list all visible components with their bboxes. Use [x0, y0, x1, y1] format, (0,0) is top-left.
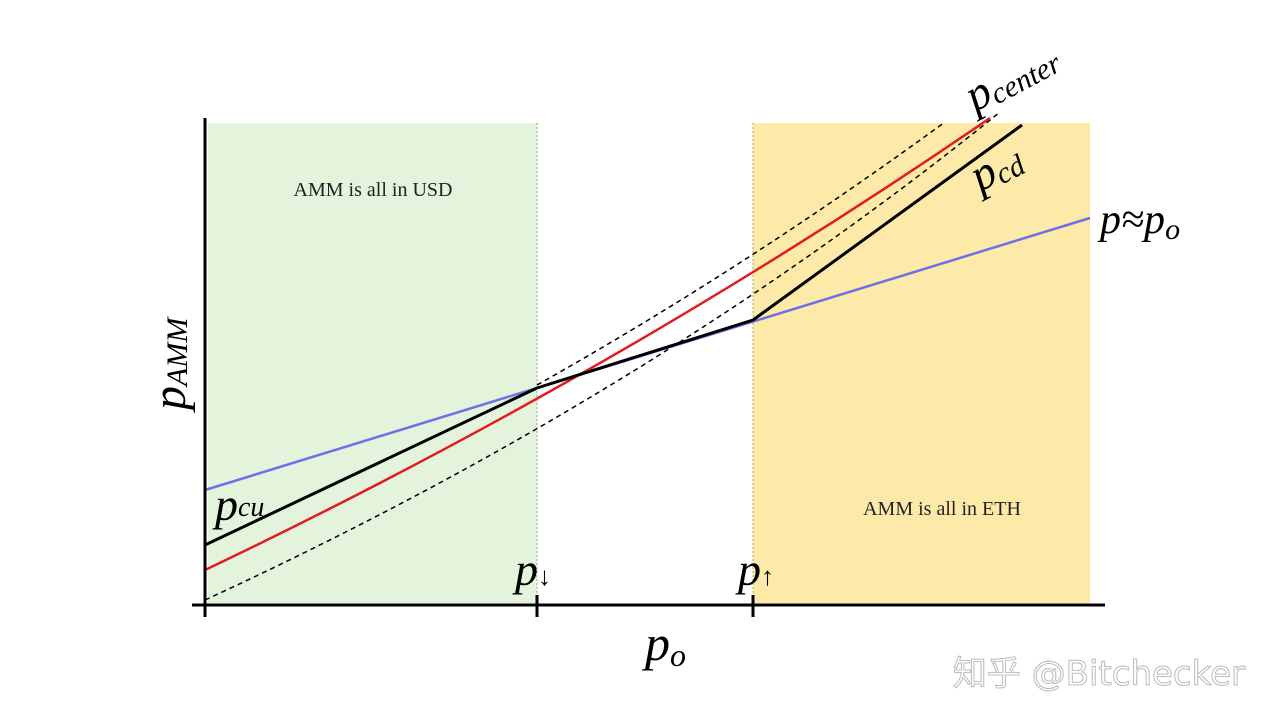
curve-label: pcenter — [953, 30, 1067, 123]
usd-region — [208, 123, 537, 603]
eth-region — [753, 123, 1090, 603]
tick-label: p↑ — [735, 544, 774, 595]
region-label: AMM is all in ETH — [863, 498, 1021, 520]
dashed-curve — [204, 111, 1001, 601]
tick-label: p↓ — [512, 544, 551, 595]
center-curve — [204, 116, 991, 572]
y-axis-label: pAMM — [143, 316, 196, 413]
watermark: 知乎 @Bitchecker — [953, 654, 1245, 694]
dashed-curve — [536, 121, 946, 386]
curve-label: p≈po — [1097, 197, 1180, 246]
x-axis-label: po — [642, 615, 686, 673]
region-label: AMM is all in USD — [294, 179, 453, 201]
amm-curve — [204, 123, 1023, 547]
curve-label: pcu — [212, 479, 264, 530]
